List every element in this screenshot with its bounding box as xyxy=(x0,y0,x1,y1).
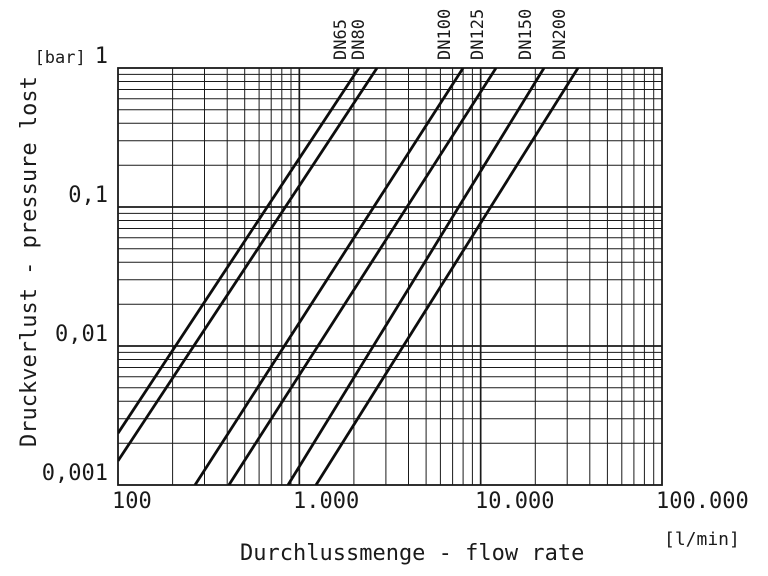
series-line-DN125 xyxy=(227,68,498,485)
series-line-DN150 xyxy=(286,68,546,485)
series-line-DN100 xyxy=(193,68,465,485)
plot-frame xyxy=(117,67,663,486)
x-tick-label-100: 100 xyxy=(112,489,152,514)
y-axis-title: Druckverlust - pressure lost xyxy=(17,76,42,447)
series-label-DN200: DN200 xyxy=(550,8,570,60)
x-axis-unit-label: [l/min] xyxy=(664,529,740,550)
y-tick-label-0,01: 0,01 xyxy=(0,324,108,346)
y-tick-value: 0,01 xyxy=(55,322,108,347)
y-tick-value: 1 xyxy=(94,44,108,69)
x-tick-label-10.000: 10.000 xyxy=(475,489,555,514)
series-label-DN100: DN100 xyxy=(435,8,455,60)
series-label-DN80: DN80 xyxy=(349,19,369,60)
y-tick-label-0,1: 0,1 xyxy=(0,185,108,207)
y-axis-unit-label: [bar] xyxy=(34,48,86,68)
y-tick-value: 0,1 xyxy=(68,183,108,208)
series-label-DN150: DN150 xyxy=(516,8,536,60)
series-line-DN80 xyxy=(118,68,379,462)
y-tick-value: 0,001 xyxy=(41,461,108,486)
series-label-DN125: DN125 xyxy=(468,8,488,60)
x-tick-label-1.000: 1.000 xyxy=(293,489,360,514)
y-tick-label-1: [bar] 1 xyxy=(0,46,108,69)
series-line-DN200 xyxy=(314,68,580,485)
series-line-DN65 xyxy=(118,68,361,434)
series-label-DN65: DN65 xyxy=(331,19,351,60)
y-tick-label-0,001: 0,001 xyxy=(0,463,108,485)
x-tick-label-100.000: 100.000 xyxy=(656,489,749,514)
x-axis-title: Durchlussmenge - flow rate xyxy=(240,541,585,566)
